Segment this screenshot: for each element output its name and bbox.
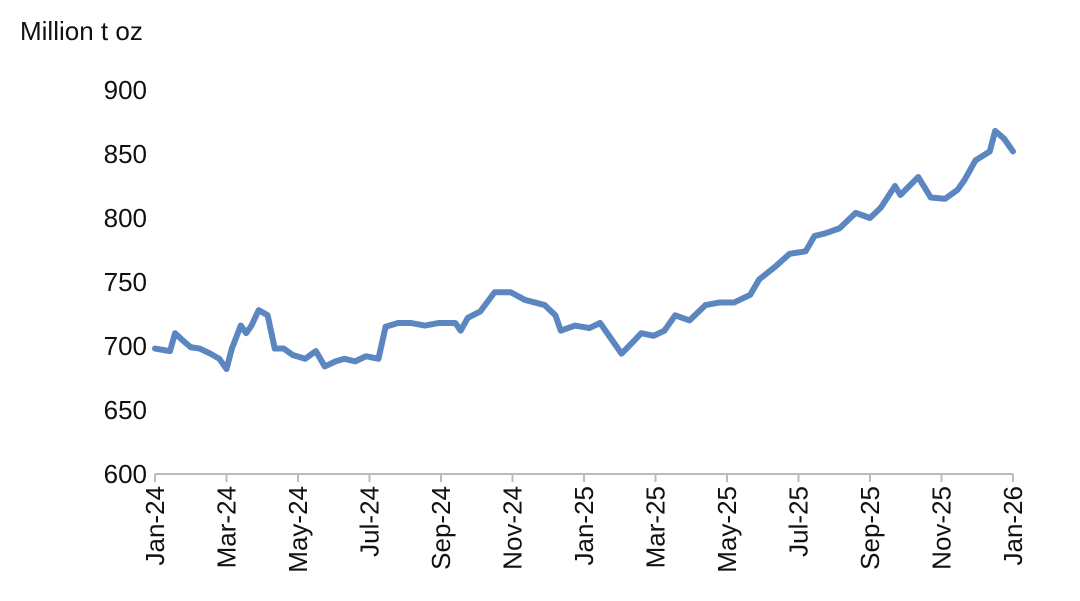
series-line [152,127,1016,373]
y-axis-label: Million t oz [20,16,143,46]
x-tick-label: Jan-26 [998,486,1028,566]
x-tick-label: Mar-24 [212,486,242,568]
x-tick-label: Nov-25 [927,486,957,570]
y-tick-label: 650 [104,395,147,425]
y-tick-label: 850 [104,139,147,169]
x-tick-label: Jan-24 [140,486,170,566]
x-tick-label: May-25 [712,486,742,573]
y-tick-label: 700 [104,331,147,361]
y-tick-label: 600 [104,459,147,489]
x-tick-label: Jan-25 [569,486,599,566]
x-tick-label: Mar-25 [641,486,671,568]
y-tick-label: 750 [104,267,147,297]
x-tick-label: Nov-24 [498,486,528,570]
x-tick-label: Jul-24 [355,486,385,557]
y-tick-label: 900 [104,75,147,105]
x-tick-label: May-24 [283,486,313,573]
x-tick-label: Jul-25 [784,486,814,557]
y-tick-label: 800 [104,203,147,233]
x-tick-label: Sep-24 [426,486,456,570]
x-tick-label: Sep-25 [855,486,885,570]
